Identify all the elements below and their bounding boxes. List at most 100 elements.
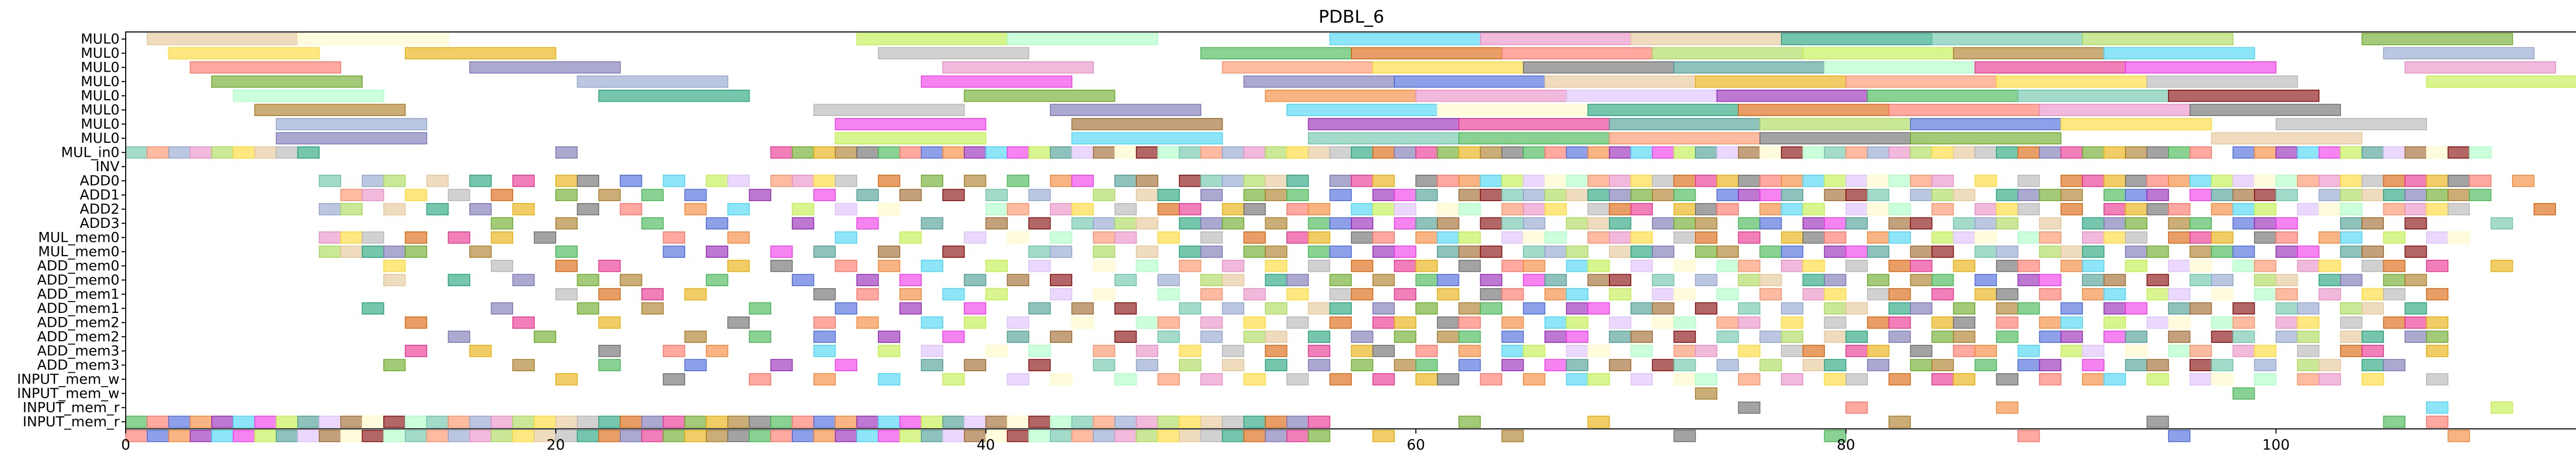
gantt-bar bbox=[404, 415, 428, 428]
gantt-bar bbox=[1845, 146, 1868, 159]
gantt-bar bbox=[404, 231, 428, 244]
gantt-bar bbox=[2383, 175, 2405, 187]
chart-title: PDBL_6 bbox=[1318, 7, 1384, 27]
gantt-bar bbox=[1888, 203, 1911, 215]
gantt-bar bbox=[512, 317, 535, 329]
gantt-bar bbox=[1458, 203, 1481, 215]
gantt-bar bbox=[1372, 203, 1395, 215]
gantt-bar bbox=[2168, 430, 2191, 442]
gantt-bar bbox=[1136, 245, 1159, 258]
gantt-bar bbox=[2254, 189, 2277, 202]
gantt-bar bbox=[598, 317, 621, 329]
gantt-bar bbox=[792, 430, 815, 442]
gantt-bar bbox=[835, 302, 857, 315]
gantt-bar bbox=[2189, 260, 2212, 272]
gantt-bar bbox=[2125, 175, 2147, 187]
gantt-bar bbox=[2039, 317, 2062, 329]
gantt-bar bbox=[1544, 146, 1567, 159]
gantt-bar bbox=[1114, 430, 1137, 442]
gantt-bar bbox=[2404, 317, 2427, 329]
gantt-bar bbox=[1910, 118, 2062, 130]
gantt-bar bbox=[921, 415, 943, 428]
gantt-bar bbox=[835, 118, 987, 130]
gantt-bar bbox=[878, 330, 901, 343]
gantt-bar bbox=[1673, 189, 1696, 202]
gantt-bar bbox=[232, 90, 384, 102]
gantt-bar bbox=[942, 373, 965, 386]
y-tick-label: MUL0 bbox=[81, 74, 120, 90]
gantt-bar bbox=[1501, 47, 1653, 60]
gantt-bar bbox=[1673, 231, 1696, 244]
y-tick-label: INV bbox=[95, 159, 120, 175]
gantt-bar bbox=[1652, 245, 1674, 258]
gantt-bar bbox=[1953, 345, 1976, 357]
gantt-bar bbox=[1587, 302, 1610, 315]
gantt-bar bbox=[2211, 175, 2233, 187]
gantt-bar bbox=[1179, 345, 1201, 357]
gantt-bar bbox=[1049, 288, 1073, 301]
gantt-bar bbox=[985, 189, 1008, 202]
gantt-bar bbox=[1157, 330, 1180, 343]
gantt-bar bbox=[1501, 359, 1524, 372]
gantt-bar bbox=[1200, 330, 1223, 343]
gantt-bar bbox=[2060, 345, 2083, 357]
gantt-bar bbox=[211, 146, 234, 159]
gantt-bar bbox=[1372, 274, 1395, 287]
gantt-bar bbox=[985, 146, 1008, 159]
gantt-bar bbox=[1049, 104, 1201, 116]
gantt-bar bbox=[211, 75, 363, 88]
gantt-bar bbox=[2018, 175, 2040, 187]
gantt-bar bbox=[1028, 260, 1051, 272]
gantt-bar bbox=[1845, 260, 1868, 272]
gantt-bar bbox=[1480, 189, 1502, 202]
gantt-bar bbox=[1609, 132, 1760, 145]
gantt-bar bbox=[362, 415, 384, 428]
gantt-bar bbox=[1501, 203, 1524, 215]
gantt-bar bbox=[1781, 373, 1804, 386]
gantt-bar bbox=[362, 245, 384, 258]
gantt-bar bbox=[963, 146, 987, 159]
gantt-bar bbox=[706, 345, 728, 357]
gantt-bar bbox=[2082, 175, 2105, 187]
gantt-bar bbox=[1200, 245, 1223, 258]
gantt-bar bbox=[1867, 175, 1890, 187]
gantt-bar bbox=[1437, 317, 1460, 329]
gantt-bar bbox=[1652, 359, 1674, 372]
gantt-bar bbox=[899, 231, 922, 244]
gantt-bar bbox=[2490, 260, 2513, 272]
gantt-bar bbox=[577, 430, 599, 442]
gantt-bar bbox=[1136, 146, 1159, 159]
gantt-bar bbox=[2189, 104, 2341, 116]
gantt-bar bbox=[2383, 415, 2405, 428]
gantt-bar bbox=[404, 430, 428, 442]
gantt-bar bbox=[598, 90, 750, 102]
gantt-bar bbox=[1953, 373, 1976, 386]
gantt-bar bbox=[2168, 317, 2191, 329]
y-tick-label: INPUT_mem_r bbox=[23, 400, 120, 415]
gantt-bar bbox=[1523, 260, 1546, 272]
gantt-bar bbox=[1910, 302, 1933, 315]
gantt-bar bbox=[2168, 90, 2319, 102]
gantt-bar bbox=[1931, 330, 1954, 343]
gantt-bar bbox=[1974, 203, 1997, 215]
gantt-bar bbox=[1888, 302, 1911, 315]
gantt-bar bbox=[1609, 274, 1632, 287]
gantt-bar bbox=[490, 217, 513, 230]
gantt-bar bbox=[2275, 217, 2298, 230]
gantt-bar bbox=[2018, 203, 2040, 215]
gantt-bar bbox=[792, 203, 815, 215]
gantt-bar bbox=[469, 245, 492, 258]
gantt-bar bbox=[620, 274, 642, 287]
gantt-bar bbox=[1738, 302, 1760, 315]
gantt-bar bbox=[1222, 430, 1245, 442]
gantt-bar bbox=[1523, 231, 1546, 244]
gantt-bar bbox=[362, 430, 384, 442]
gantt-bar bbox=[2490, 402, 2513, 414]
gantt-bar bbox=[749, 302, 771, 315]
gantt-bar bbox=[1673, 373, 1696, 386]
gantt-bar bbox=[2104, 175, 2126, 187]
gantt-bar bbox=[2340, 302, 2363, 315]
gantt-bar bbox=[2318, 203, 2341, 215]
gantt-bar bbox=[1222, 61, 1374, 74]
gantt-bar bbox=[1609, 189, 1632, 202]
